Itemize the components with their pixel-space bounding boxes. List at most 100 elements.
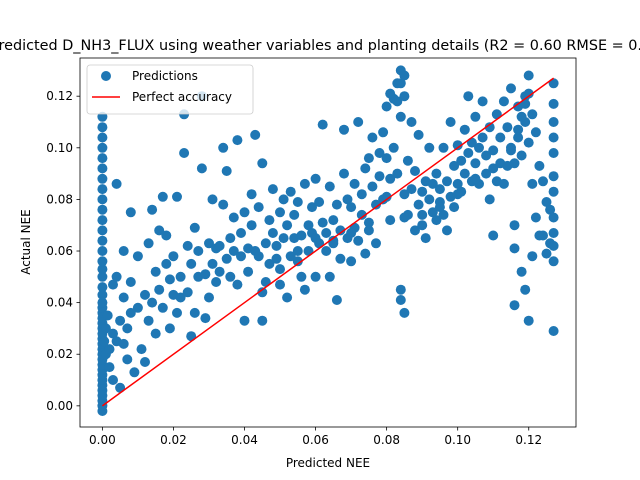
data-point — [385, 173, 396, 184]
data-point — [150, 328, 161, 339]
data-point — [523, 315, 534, 326]
data-point — [427, 207, 438, 218]
data-point — [513, 124, 524, 135]
data-point — [275, 279, 285, 290]
data-point — [275, 264, 285, 275]
data-point — [182, 240, 193, 251]
data-point — [516, 111, 527, 122]
data-point — [349, 178, 360, 189]
data-point — [452, 189, 463, 200]
data-point — [488, 163, 499, 174]
data-point — [538, 230, 548, 241]
legend-label-predictions: Predictions — [132, 69, 198, 83]
legend-frame — [86, 64, 254, 115]
data-point — [385, 215, 396, 226]
data-point — [97, 142, 108, 153]
data-point — [250, 129, 261, 140]
data-point — [97, 215, 108, 226]
y-tick-label: 0.08 — [46, 192, 73, 206]
data-point — [353, 235, 364, 246]
data-point — [282, 292, 293, 303]
data-point — [417, 209, 428, 220]
data-point — [339, 124, 349, 135]
data-point — [118, 292, 129, 303]
data-point — [395, 295, 406, 305]
data-point — [147, 204, 158, 215]
data-point — [168, 251, 179, 262]
data-point — [157, 191, 168, 202]
data-point — [175, 271, 186, 282]
data-point — [420, 233, 431, 244]
data-point — [538, 176, 548, 187]
data-point — [182, 287, 193, 298]
data-point — [374, 148, 385, 158]
data-point — [200, 269, 211, 280]
data-point — [200, 313, 211, 324]
data-point — [509, 158, 520, 169]
y-tick-label: 0.02 — [46, 347, 73, 361]
data-point — [381, 153, 392, 164]
data-point — [342, 194, 353, 205]
data-point — [360, 248, 371, 259]
data-point — [456, 155, 467, 166]
data-point — [356, 189, 367, 200]
plot-area-frame — [79, 57, 577, 428]
data-point — [278, 194, 289, 205]
chart-title: Predicted D_NH3_FLUX using weather varia… — [0, 38, 640, 54]
data-point — [164, 274, 175, 285]
data-point — [367, 181, 378, 192]
perfect-accuracy-line — [101, 77, 555, 407]
data-point — [228, 212, 239, 223]
data-point — [218, 142, 229, 153]
data-point — [299, 178, 310, 189]
data-point — [520, 284, 531, 295]
data-point — [548, 212, 559, 223]
data-point — [111, 271, 122, 282]
data-point — [442, 176, 452, 187]
data-point — [317, 217, 328, 228]
x-tick-label: 0.12 — [515, 433, 542, 447]
data-point — [438, 209, 449, 220]
data-point — [97, 297, 108, 308]
data-point — [179, 148, 190, 158]
data-point — [303, 220, 314, 231]
data-point — [108, 375, 118, 385]
data-point — [236, 251, 246, 262]
data-point — [395, 284, 406, 295]
data-point — [115, 315, 126, 326]
data-point — [289, 209, 300, 220]
data-point — [108, 328, 118, 339]
data-point — [371, 199, 381, 210]
data-point — [214, 266, 225, 277]
data-point — [484, 194, 495, 205]
data-point — [246, 189, 257, 200]
data-point — [356, 209, 367, 220]
data-point — [310, 173, 321, 184]
data-point — [548, 256, 559, 267]
data-point — [548, 171, 559, 182]
data-point — [548, 132, 559, 143]
data-point — [97, 235, 108, 246]
data-point — [136, 344, 147, 355]
data-point — [267, 228, 278, 238]
x-tick-label: 0.04 — [231, 433, 258, 447]
data-point — [97, 256, 108, 267]
data-point — [97, 194, 108, 205]
data-point — [97, 264, 108, 275]
x-tick-label: 0.08 — [373, 433, 400, 447]
data-point — [172, 191, 182, 202]
data-point — [228, 246, 239, 256]
data-point — [267, 184, 278, 195]
data-point — [118, 338, 129, 349]
data-point — [118, 246, 129, 256]
data-point — [381, 101, 392, 112]
data-point — [506, 83, 516, 94]
y-tick-label: 0.06 — [46, 244, 73, 258]
data-point — [399, 212, 410, 223]
data-point — [438, 142, 449, 153]
data-point — [431, 168, 442, 179]
data-point — [502, 122, 513, 133]
data-point — [541, 197, 552, 207]
data-point — [204, 292, 214, 303]
data-point — [218, 199, 229, 210]
